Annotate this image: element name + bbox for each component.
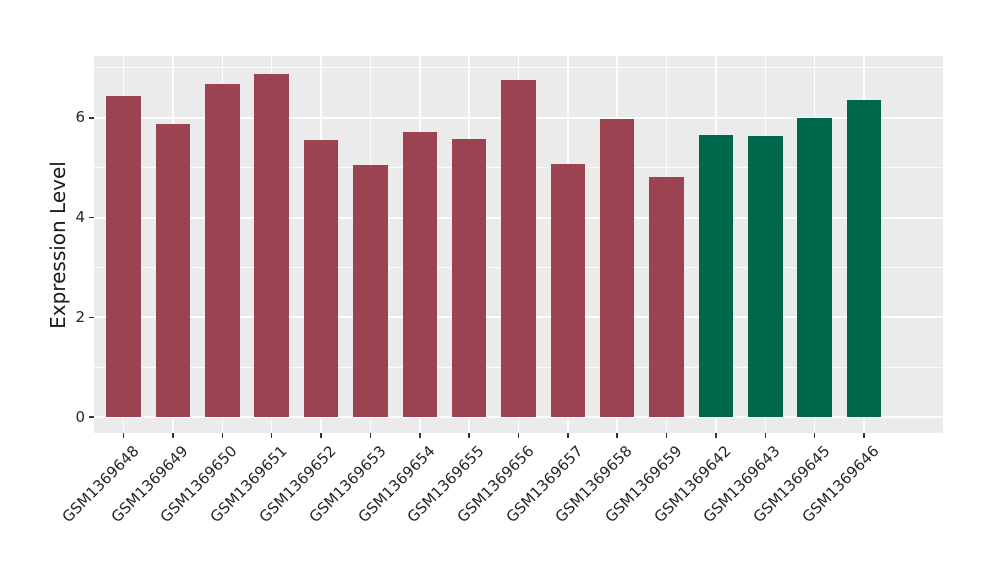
y-tick-mark	[89, 416, 94, 418]
bar	[748, 136, 783, 418]
y-tick-label: 4	[75, 208, 85, 227]
x-tick-mark	[863, 433, 865, 438]
bar	[501, 79, 536, 418]
x-tick-mark	[122, 433, 125, 438]
x-tick-mark	[764, 433, 767, 438]
plot-panel	[94, 56, 943, 433]
x-tick-mark	[616, 433, 618, 438]
x-tick-mark	[369, 433, 372, 438]
y-tick-mark	[89, 316, 94, 319]
bar	[599, 119, 635, 418]
bar	[649, 177, 684, 418]
bar	[353, 165, 388, 418]
bar	[846, 99, 882, 418]
bar	[550, 164, 586, 418]
bar	[698, 135, 734, 418]
x-tick-mark	[665, 433, 668, 438]
x-tick-mark	[320, 433, 322, 438]
bar	[106, 95, 141, 418]
bar	[155, 123, 191, 418]
bar	[402, 131, 438, 418]
x-tick-mark	[270, 433, 273, 438]
x-tick-mark	[715, 433, 717, 438]
bar	[797, 118, 832, 418]
x-tick-mark	[172, 433, 174, 438]
y-tick-mark	[89, 216, 94, 219]
y-tick-label: 0	[75, 407, 85, 426]
x-tick-mark	[468, 433, 470, 438]
y-axis-title: Expression Level	[46, 160, 70, 329]
x-tick-mark	[567, 433, 569, 438]
y-tick-label: 6	[75, 108, 85, 127]
bar	[451, 139, 487, 418]
bar	[254, 73, 289, 418]
bar	[303, 140, 339, 418]
x-tick-mark	[517, 433, 520, 438]
x-tick-mark	[221, 433, 224, 438]
y-tick-label: 2	[75, 307, 85, 326]
x-tick-mark	[418, 433, 421, 438]
y-tick-mark	[89, 117, 94, 119]
bar	[205, 83, 240, 418]
x-tick-mark	[813, 433, 816, 438]
